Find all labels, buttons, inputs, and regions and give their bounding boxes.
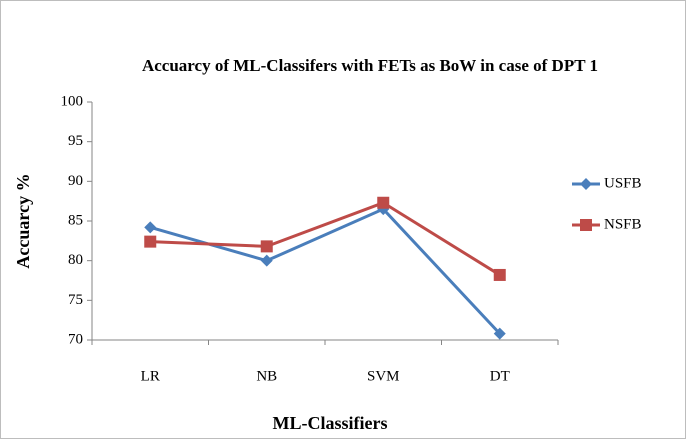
legend-label: NSFB xyxy=(604,216,642,232)
y-tick-label: 70 xyxy=(68,331,83,347)
data-point xyxy=(377,196,390,209)
y-tick-label: 95 xyxy=(68,133,83,149)
y-tick-label: 90 xyxy=(68,173,83,189)
data-point xyxy=(144,221,157,234)
data-point xyxy=(144,235,157,248)
x-tick-label: DT xyxy=(490,368,510,384)
data-point xyxy=(493,268,506,281)
legend-marker xyxy=(580,178,592,190)
y-axis-label: Accuarcy % xyxy=(13,173,33,268)
chart-title: Accuarcy of ML-Classifers with FETs as B… xyxy=(142,56,598,75)
legend-label: USFB xyxy=(604,175,642,191)
series-line xyxy=(150,201,501,277)
y-tick-label: 80 xyxy=(68,252,83,268)
x-axis-label: ML-Classifiers xyxy=(273,413,388,433)
data-point xyxy=(260,240,273,253)
data-point xyxy=(260,254,273,267)
y-tick-label: 100 xyxy=(61,93,84,109)
legend-marker xyxy=(580,219,592,231)
x-tick-label: LR xyxy=(141,368,160,384)
y-tick-label: 85 xyxy=(68,212,83,228)
x-tick-label: NB xyxy=(256,368,277,384)
x-tick-label: SVM xyxy=(367,368,400,384)
y-tick-label: 75 xyxy=(68,292,83,308)
data-point xyxy=(493,327,506,340)
